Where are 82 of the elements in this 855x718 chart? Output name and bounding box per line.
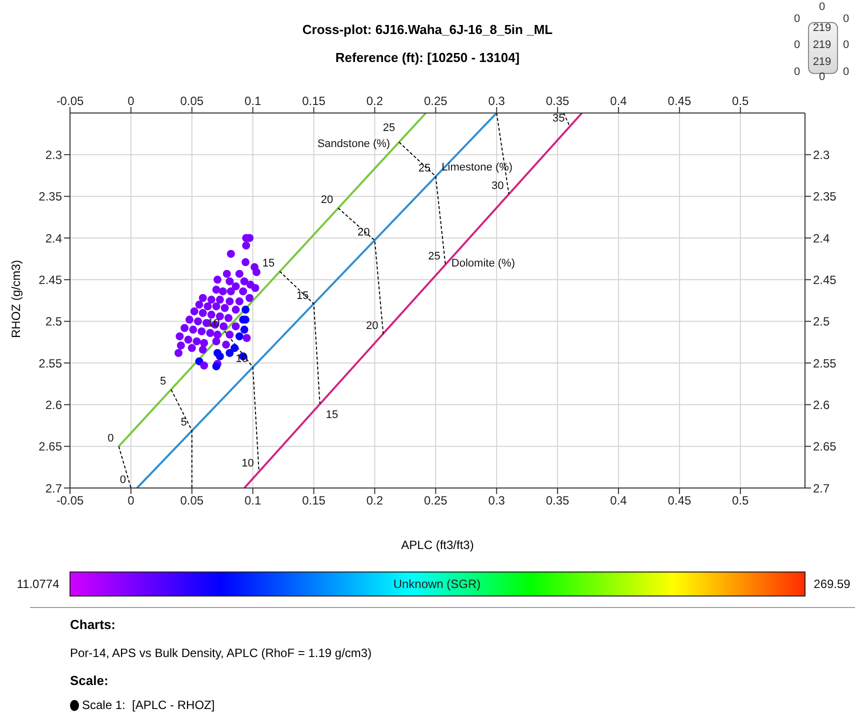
x2-tick-label: -0.05 [56, 494, 84, 508]
annotation: Dolomite (%) [451, 258, 515, 270]
y2-tick-label: 2.6 [813, 398, 830, 412]
text: 219 [812, 39, 832, 51]
y2-tick-label: 2.3 [813, 148, 830, 162]
annotation: 20 [366, 320, 378, 332]
annotation: 25 [428, 250, 440, 263]
chart-title: Cross-plot: 6J16.Waha_6J-16_8_5in _ML [302, 22, 553, 37]
y-tick-label: 2.5 [45, 314, 62, 329]
text: Por-14, APS vs Bulk Density, APLC (RhoF = 1.19 g/cm3) [70, 646, 372, 660]
color-bar-title: Unknown (SGR) [393, 577, 481, 591]
text: 0 [842, 39, 850, 51]
annotation: 5 [160, 376, 166, 388]
text: Scale: [70, 673, 108, 688]
y-axis-title: RHOZ (g/cm3) [9, 259, 23, 340]
text: 0 [842, 66, 850, 78]
y-tick-label: 2.3 [45, 148, 62, 162]
x-tick-label: 0.5 [732, 94, 750, 108]
annotation: 25 [418, 162, 431, 174]
text: Scale 1: [APLC - RHOZ] [82, 698, 215, 712]
text: 0 [792, 39, 802, 51]
y2-tick-label: 2.35 [813, 190, 837, 204]
annotation: 25 [382, 122, 396, 134]
y-tick-label: 2.6 [45, 398, 62, 412]
x-tick-label: 0.25 [424, 94, 448, 108]
annotation: 15 [326, 408, 338, 421]
annotation: 0 [120, 474, 126, 486]
chart-subtitle: Reference (ft): [10250 - 13104] [335, 50, 520, 65]
text: 0 [818, 71, 826, 83]
text: 219 [812, 56, 832, 68]
y-tick-label: 2.65 [38, 440, 62, 454]
x2-tick-label: 0.4 [610, 494, 628, 508]
text: Charts: [70, 617, 116, 632]
x-tick-label: 0.05 [180, 94, 204, 108]
x-axis-title: APLC (ft3/ft3) [400, 538, 475, 552]
y2-tick-label: 2.45 [813, 272, 837, 287]
text: 0 [792, 66, 802, 78]
x-tick-label: 0 [128, 94, 135, 108]
x2-tick-label: 0.2 [366, 494, 384, 508]
x-tick-label: 0.3 [488, 94, 506, 108]
annotation: 5 [180, 416, 187, 428]
text: 0 [818, 1, 826, 13]
annotation: Sandstone (%) [317, 138, 390, 150]
x2-tick-label: 0.15 [302, 494, 326, 508]
y-tick-label: 2.4 [45, 231, 62, 246]
text: 219 [812, 22, 832, 34]
y-tick-label: 2.55 [38, 356, 62, 370]
color-bar-label: 269.59 [814, 577, 851, 591]
x-tick-label: -0.05 [56, 94, 84, 108]
x2-tick-label: 0.5 [732, 494, 750, 508]
annotation: 30 [492, 180, 504, 192]
x-tick-label: 0.1 [244, 94, 262, 108]
x-tick-label: 0.4 [610, 94, 628, 108]
annotation: 35 [552, 112, 565, 124]
y2-tick-label: 2.5 [813, 314, 830, 329]
y2-tick-label: 2.55 [813, 356, 837, 370]
annotation: 10 [242, 457, 254, 470]
text: 0 [842, 13, 850, 25]
x2-tick-label: 0.3 [488, 494, 506, 508]
x-tick-label: 0.45 [668, 94, 692, 108]
x2-tick-label: 0.1 [244, 494, 262, 508]
annotation: 15 [296, 290, 309, 302]
annotation: 20 [357, 226, 370, 238]
y2-tick-label: 2.65 [813, 440, 837, 454]
x2-tick-label: 0 [128, 494, 135, 508]
y2-tick-label: 2.7 [813, 481, 830, 496]
x2-tick-label: 0.05 [180, 494, 204, 508]
x-tick-label: 0.15 [302, 94, 326, 108]
annotation: 0 [108, 432, 114, 444]
y-tick-label: 2.45 [38, 272, 62, 287]
color-bar-label: 11.0774 [16, 577, 60, 591]
x-tick-label: 0.35 [546, 94, 570, 108]
text: 0 [792, 13, 802, 25]
x2-tick-label: 0.25 [424, 494, 448, 508]
annotation: 20 [320, 194, 334, 206]
y-tick-label: 2.7 [45, 481, 62, 496]
x-tick-label: 0.2 [366, 94, 384, 108]
y-tick-label: 2.35 [38, 190, 62, 204]
x2-tick-label: 0.45 [668, 494, 692, 508]
y2-tick-label: 2.4 [813, 231, 830, 246]
annotation: 15 [262, 257, 275, 270]
x2-tick-label: 0.35 [546, 494, 570, 508]
